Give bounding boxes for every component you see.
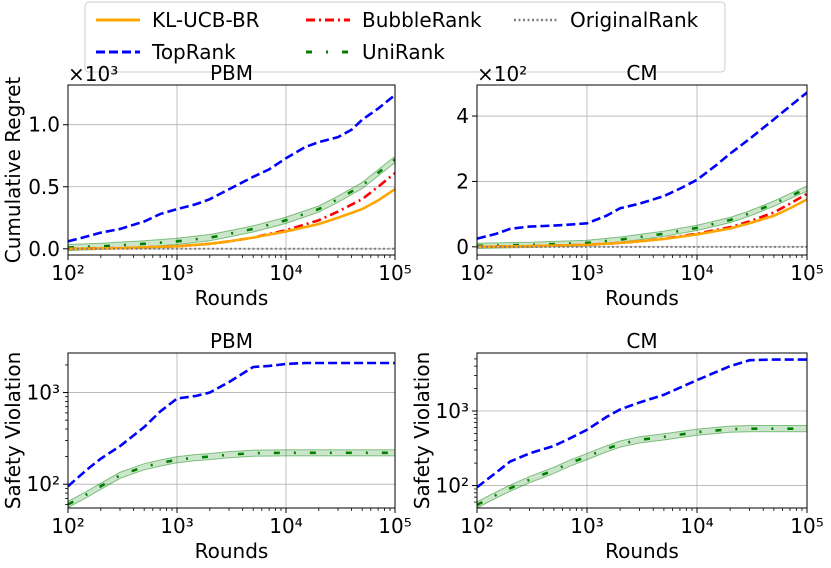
axes-frame [476,352,808,509]
chart-title: CM [626,329,657,353]
x-tick-label: 10⁴ [269,261,302,285]
series-line-unirank [68,451,395,506]
x-tick-label: 10³ [570,514,603,538]
x-tick-label: 10⁴ [680,514,713,538]
chart-title: CM [626,61,657,85]
chart-panel-2: 10² 10³ 10⁴ 10⁵ 0 2 4 CM Rounds ×10² [456,61,823,310]
series-group [68,93,395,252]
series-line-unirank [477,427,807,507]
legend: KL-UCB-BR TopRank BubbleRank UniRank Ori… [84,1,726,73]
legend-label-unirank: UniRank [362,40,445,64]
series-line-toprank [68,361,395,488]
y-tick-label: 0 [456,235,469,259]
y-tick-label: 10³ [27,381,60,405]
chart-title: PBM [210,329,253,353]
x-tick-label: 10⁵ [790,261,823,285]
series-line-toprank [477,91,807,240]
x-tick-label: 10² [51,261,84,285]
y-axis-label: Cumulative Regret [1,77,25,264]
y-tick-label: 10³ [436,399,469,423]
chart-panel-3: 10² 10³ 10⁴ 10⁵ 10² 10³ PBM Rounds Safety Violat… [1,329,412,563]
series-line-unirank [477,187,807,248]
y-tick-label: 1.0 [28,113,60,137]
y-axis-label: Safety Violation [410,352,434,510]
x-axis-label: Rounds [605,286,679,310]
x-tick-label: 10⁴ [269,514,302,538]
y-tick-label: 0.0 [28,237,60,261]
x-tick-label: 10⁵ [378,261,411,285]
axis-multiplier: ×10² [477,62,527,86]
x-tick-label: 10² [460,261,493,285]
chart-panel-1: 10² 10³ 10⁴ 10⁵ 0.0 0.5 1.0 PBM Rounds Cumulative… [1,61,412,310]
y-tick-label: 10² [27,472,60,496]
series-group [477,91,807,249]
x-tick-label: 10⁵ [790,514,823,538]
axes-frame [476,84,808,256]
legend-label-originalrank: OriginalRank [570,8,699,32]
x-axis-label: Rounds [195,286,269,310]
legend-label-toprank: TopRank [151,40,236,64]
confidence-band-unirank [68,155,395,252]
chart-panel-4: 10² 10³ 10⁴ 10⁵ 10² 10³ CM Rounds Safety Violati… [410,329,824,563]
series-line-kl-ucb-br [68,188,395,251]
series-group [68,361,395,508]
x-tick-label: 10² [51,514,84,538]
series-line-bubblerank [68,172,395,251]
chart-title: PBM [210,61,253,85]
confidence-band-unirank [477,425,807,508]
series-line-toprank [477,358,807,489]
legend-label-kl-ucb-br: KL-UCB-BR [152,8,260,32]
y-tick-label: 10² [436,474,469,498]
axes-frame [67,352,396,509]
x-axis-label: Rounds [195,539,269,563]
series-group [477,358,807,508]
axis-multiplier: ×10³ [68,62,118,86]
x-tick-label: 10³ [570,261,603,285]
x-axis-label: Rounds [605,539,679,563]
x-tick-label: 10³ [160,514,193,538]
series-line-unirank [68,158,395,249]
legend-frame [84,1,726,73]
series-line-toprank [68,93,395,243]
x-tick-label: 10⁵ [378,514,411,538]
x-tick-label: 10² [460,514,493,538]
x-tick-label: 10⁴ [680,261,713,285]
legend-label-bubblerank: BubbleRank [362,8,482,32]
y-axis-label: Safety Violation [1,352,25,510]
y-tick-label: 4 [456,104,469,128]
series-line-kl-ucb-br [477,198,807,249]
y-tick-label: 0.5 [28,175,60,199]
x-tick-label: 10³ [160,261,193,285]
confidence-band-unirank [68,449,395,508]
confidence-band-unirank [477,185,807,249]
y-tick-label: 2 [456,169,469,193]
axes-frame [67,84,396,256]
